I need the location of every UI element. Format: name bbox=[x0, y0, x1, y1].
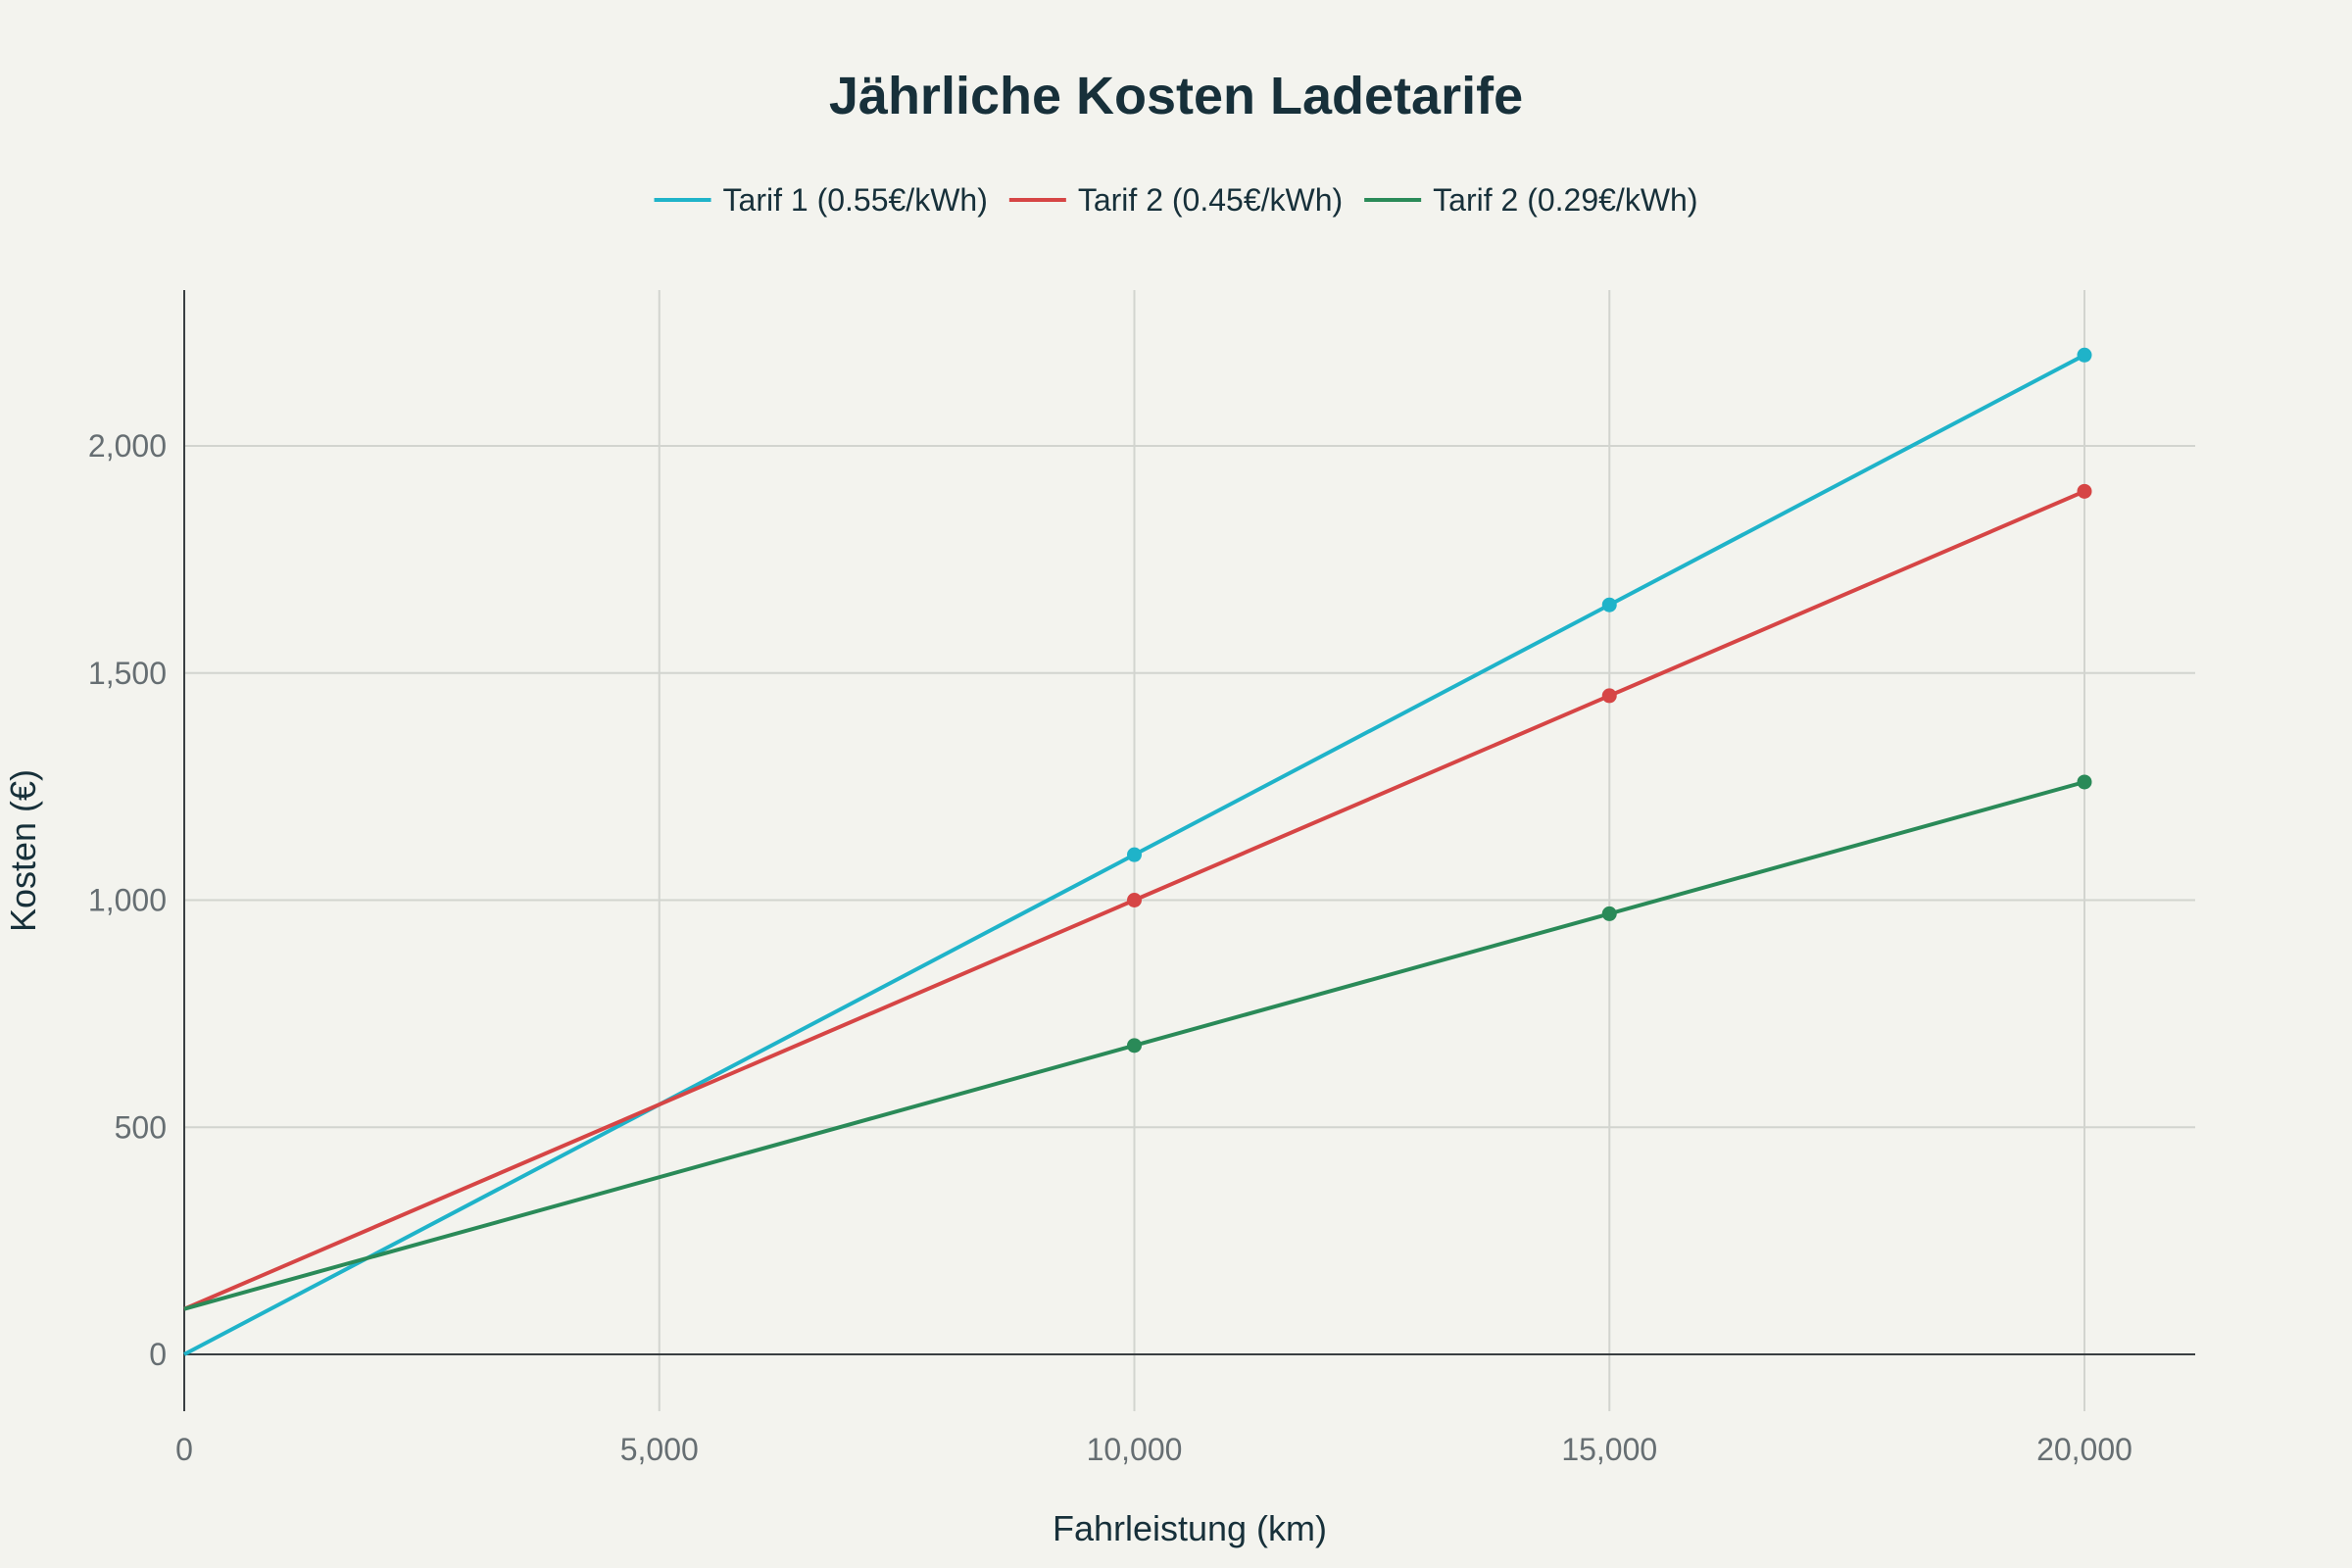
grid bbox=[184, 290, 2195, 1411]
series-1-point bbox=[1601, 597, 1617, 612]
series-3-point bbox=[1601, 906, 1617, 921]
x-tick-label: 20,000 bbox=[2036, 1432, 2132, 1467]
x-tick-label: 15,000 bbox=[1561, 1432, 1657, 1467]
x-axis-title: Fahrleistung (km) bbox=[1053, 1508, 1327, 1548]
series-line-2 bbox=[183, 489, 2085, 1311]
legend-label: Tarif 2 (0.29€/kWh) bbox=[1433, 182, 1697, 218]
series-3-point bbox=[1127, 1038, 1142, 1054]
y-tick-label: 2,000 bbox=[88, 428, 167, 464]
tick-labels: 0 5,000 10,000 15,000 20,000 0 500 1,000 1,500 2,… bbox=[88, 428, 2132, 1467]
legend: Tarif 1 (0.55€/kWh) Tarif 2 (0.45€/kWh) Ta… bbox=[654, 182, 1697, 218]
x-tick-label: 0 bbox=[175, 1432, 193, 1467]
y-tick-label: 1,000 bbox=[88, 883, 167, 918]
legend-label: Tarif 1 (0.55€/kWh) bbox=[723, 182, 988, 218]
series-line-3 bbox=[183, 780, 2085, 1311]
series-2-point bbox=[1601, 688, 1617, 704]
legend-item-2: Tarif 2 (0.45€/kWh) bbox=[1008, 182, 1343, 218]
y-tick-label: 500 bbox=[115, 1109, 167, 1145]
y-axis-title: Kosten (€) bbox=[3, 769, 43, 932]
legend-item-3: Tarif 2 (0.29€/kWh) bbox=[1364, 182, 1697, 218]
series-2-point bbox=[1127, 893, 1142, 907]
legend-label: Tarif 2 (0.45€/kWh) bbox=[1078, 182, 1343, 218]
legend-item-1: Tarif 1 (0.55€/kWh) bbox=[654, 182, 988, 218]
series-group bbox=[183, 347, 2092, 1356]
y-tick-label: 1,500 bbox=[88, 656, 167, 691]
y-tick-label: 0 bbox=[149, 1337, 167, 1372]
series-1-point bbox=[2077, 347, 2092, 363]
chart-title: Jährliche Kosten Ladetarife bbox=[829, 67, 1523, 125]
axes bbox=[183, 290, 2195, 1411]
series-1-point bbox=[1127, 847, 1142, 862]
x-tick-label: 10,000 bbox=[1087, 1432, 1183, 1467]
x-tick-label: 5,000 bbox=[620, 1432, 699, 1467]
series-3-point bbox=[2077, 774, 2092, 790]
series-2-point bbox=[2077, 483, 2092, 499]
